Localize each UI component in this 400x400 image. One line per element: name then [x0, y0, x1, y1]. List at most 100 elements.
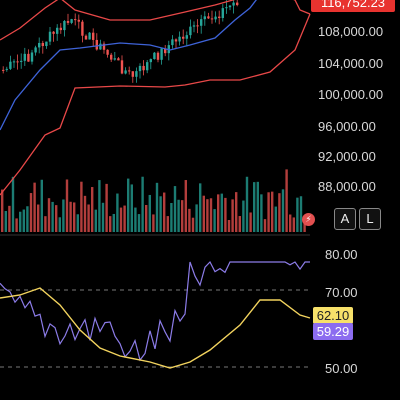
volume-bar	[170, 203, 173, 232]
candle-body	[88, 32, 91, 40]
candle-body	[236, 2, 239, 6]
candle-body	[117, 58, 120, 61]
candle-body	[63, 21, 66, 31]
candle-body	[92, 32, 95, 40]
volume-bar	[267, 192, 270, 232]
volume-bar	[116, 193, 119, 232]
candle-body	[124, 70, 127, 74]
volume-bar	[296, 197, 299, 232]
candle-body	[38, 42, 41, 48]
volume-bar	[278, 193, 281, 232]
volume-bar	[253, 182, 256, 232]
volume-bar	[206, 199, 209, 232]
candle-body	[70, 19, 73, 23]
candle-body	[203, 16, 206, 20]
candle-body	[232, 2, 235, 6]
volume-bar	[289, 214, 292, 232]
rsi-moving-average	[0, 287, 311, 369]
volume-bar	[166, 216, 169, 232]
candle-body	[221, 8, 224, 19]
candle-body	[214, 16, 217, 20]
volume-bar	[55, 205, 58, 232]
rsi-label-70: 70.00	[325, 285, 358, 300]
volume-bar	[22, 209, 25, 232]
price-label-108000: 108,000.00	[318, 24, 384, 39]
volume-bar	[65, 179, 69, 232]
volume-bar	[127, 178, 130, 232]
candle-body	[218, 16, 221, 19]
last-price-tag: 116,752.23	[311, 0, 395, 12]
volume-bar	[238, 216, 241, 232]
candle-body	[20, 60, 23, 62]
candle-body	[41, 42, 44, 47]
candle-body	[66, 21, 70, 23]
volume-bar	[91, 187, 94, 232]
volume-bar	[105, 183, 108, 232]
candle-body	[120, 60, 124, 74]
candle-body	[182, 36, 185, 39]
volume-bar	[195, 204, 198, 232]
volume-bar	[44, 216, 47, 232]
volume-bar	[112, 213, 115, 232]
volume-bar	[87, 204, 90, 232]
price-label-88000: 88,000.00	[318, 179, 376, 194]
volume-bar	[76, 214, 79, 232]
volume-bar	[137, 214, 141, 232]
volume-bar	[227, 219, 231, 232]
candle-body	[113, 58, 116, 60]
volume-bar	[4, 210, 7, 232]
volume-bar	[224, 197, 227, 232]
volume-bar	[188, 208, 191, 232]
volume-bar	[155, 182, 159, 232]
volume-bar	[209, 198, 213, 232]
volume-bar	[145, 204, 148, 232]
volume-bar	[62, 199, 65, 232]
volume-bar	[119, 207, 123, 232]
volume-bar	[260, 194, 263, 232]
volume-bar	[101, 202, 105, 232]
candle-body	[23, 53, 26, 61]
candle-body	[228, 5, 232, 8]
candle-body	[81, 21, 84, 36]
volume-bar	[40, 179, 43, 232]
candle-body	[16, 61, 19, 63]
candle-body	[2, 69, 5, 71]
volume-bar	[37, 204, 40, 232]
volume-bar	[299, 196, 303, 232]
rsi-label-80: 80.00	[325, 247, 358, 262]
volume-bar	[109, 216, 112, 232]
volume-bar	[281, 189, 285, 232]
candle-body	[106, 49, 109, 55]
volume-bar	[177, 199, 180, 232]
volume-bar	[33, 182, 36, 232]
candle-body	[164, 48, 167, 54]
volume-bar	[47, 198, 51, 232]
candle-body	[5, 68, 8, 70]
volume-bar	[1, 189, 4, 232]
volume-bar	[249, 212, 252, 232]
volume-bar	[29, 193, 33, 232]
lightning-icon[interactable]: ⚡	[302, 213, 315, 226]
candle-body	[156, 52, 160, 60]
volume-bar	[217, 194, 220, 232]
volume-bar	[285, 169, 288, 232]
volume-bar	[263, 219, 267, 232]
volume-bar	[220, 193, 223, 232]
volume-bar	[202, 195, 205, 232]
candle-body	[189, 26, 192, 36]
volume-bar	[58, 217, 61, 232]
candle-body	[200, 19, 203, 26]
candle-body	[27, 53, 30, 62]
rsi-value-badge: 59.29	[313, 323, 353, 340]
volume-bar	[148, 194, 151, 232]
candle-body	[12, 61, 16, 63]
volume-bar	[69, 201, 72, 232]
rsi-line	[0, 260, 310, 362]
log-scale-button[interactable]: L	[359, 208, 381, 230]
candle-body	[56, 27, 59, 34]
rsi-label-50: 50.00	[325, 361, 358, 376]
candle-body	[196, 25, 199, 27]
auto-scale-button[interactable]: A	[334, 208, 356, 230]
candle-body	[153, 52, 156, 60]
